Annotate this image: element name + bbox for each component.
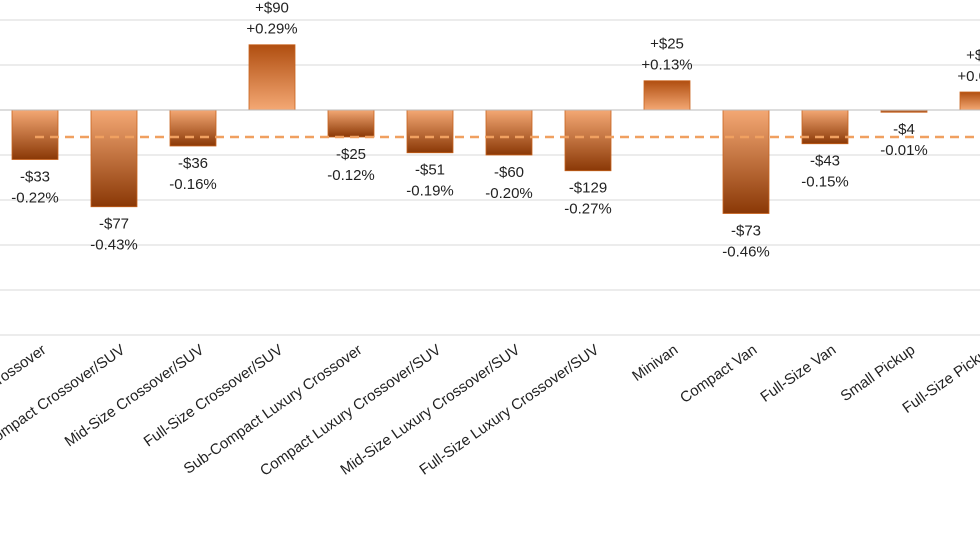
bar bbox=[643, 80, 691, 111]
value-label: -0.12% bbox=[327, 167, 375, 184]
dollar-label: -$4 bbox=[893, 121, 915, 138]
dollar-label: +$90 bbox=[255, 0, 289, 17]
dollar-label: -$33 bbox=[20, 168, 50, 185]
bar bbox=[485, 109, 533, 156]
x-tick-label: Full-Size Crossover/SUV bbox=[141, 341, 287, 450]
dollar-label: -$25 bbox=[336, 146, 366, 163]
value-label: -0.19% bbox=[406, 183, 454, 200]
value-label: +0.13% bbox=[641, 57, 692, 74]
value-label: -0.43% bbox=[90, 237, 138, 254]
bar bbox=[722, 109, 770, 214]
x-tick-label: Small Pickup bbox=[838, 341, 919, 405]
value-label: -0.20% bbox=[485, 185, 533, 202]
bar bbox=[564, 109, 612, 172]
dollar-label: -$43 bbox=[810, 153, 840, 170]
bar bbox=[801, 109, 849, 145]
value-label: +0.08% bbox=[957, 68, 980, 85]
value-label: -0.01% bbox=[880, 142, 928, 159]
value-label: -0.15% bbox=[801, 174, 849, 191]
dollar-label: +$25 bbox=[650, 36, 684, 53]
x-tick-label: Mid-Size Crossover/SUV bbox=[62, 341, 208, 450]
bar bbox=[406, 109, 454, 154]
value-label: +0.29% bbox=[246, 21, 297, 38]
value-label: -0.22% bbox=[11, 189, 59, 206]
bar bbox=[90, 109, 138, 208]
bar bbox=[248, 44, 296, 111]
dollar-label: -$51 bbox=[415, 162, 445, 179]
dollar-label: -$73 bbox=[731, 222, 761, 239]
bar bbox=[327, 109, 375, 138]
bar bbox=[959, 91, 980, 111]
value-label: -0.16% bbox=[169, 176, 217, 193]
dollar-label: -$77 bbox=[99, 216, 129, 233]
bar bbox=[169, 109, 217, 147]
dollar-label: -$60 bbox=[494, 164, 524, 181]
value-label: -0.46% bbox=[722, 243, 770, 260]
x-tick-label: Full-Size Van bbox=[757, 341, 839, 405]
x-tick-label: Compact Van bbox=[677, 341, 760, 406]
value-label: -0.27% bbox=[564, 201, 612, 218]
bar bbox=[11, 109, 59, 160]
dollar-label: -$129 bbox=[569, 180, 607, 197]
dollar-label: -$36 bbox=[178, 155, 208, 172]
x-tick-label: Minivan bbox=[629, 341, 681, 385]
dollar-label: +$17 bbox=[966, 47, 980, 64]
